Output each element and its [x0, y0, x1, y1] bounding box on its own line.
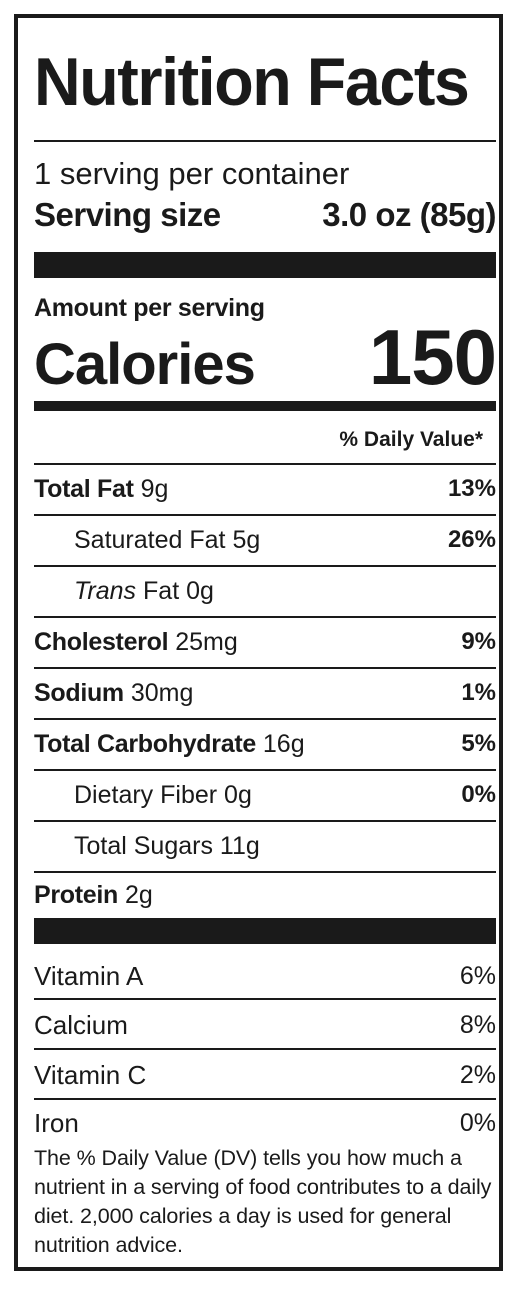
nutrient-row-sodium: Sodium 30mg 1%	[34, 669, 496, 717]
nutrient-dv: 26%	[447, 526, 496, 553]
nutrient-row-total-fat: Total Fat 9g 13%	[34, 465, 496, 513]
nutrient-name: Dietary Fiber	[74, 780, 218, 809]
nutrient-row-cholesterol: Cholesterol 25mg 9%	[34, 618, 496, 666]
nutrient-row-trans-fat: Trans Fat 0g	[34, 567, 496, 615]
nutrient-name: Sodium	[34, 678, 124, 707]
amount-per-serving: Amount per serving	[34, 294, 265, 322]
nutrient-name: Protein	[34, 880, 119, 909]
vitamin-row-vitamin-c: Vitamin C 2%	[34, 1051, 496, 1099]
nutrient-name: Total Sugars	[74, 831, 213, 860]
divider	[34, 463, 496, 465]
vitamin-dv: 0%	[459, 1108, 496, 1137]
nutrient-amount: 16g	[262, 729, 305, 758]
divider	[34, 820, 496, 822]
nutrient-amount: 5g	[232, 525, 261, 554]
medium-divider	[34, 401, 496, 411]
nutrient-amount: 11g	[219, 831, 260, 860]
nutrient-row-total-sugars: Total Sugars 11g	[34, 822, 496, 870]
nutrient-name-italic: Trans	[74, 576, 137, 605]
thick-divider	[34, 252, 496, 278]
nutrient-dv: 13%	[447, 475, 496, 502]
divider	[34, 1048, 496, 1050]
vitamin-dv: 2%	[459, 1060, 496, 1089]
vitamin-name: Vitamin A	[34, 961, 144, 991]
nutrient-dv: 9%	[461, 628, 496, 655]
vitamin-row-iron: Iron 0%	[34, 1099, 496, 1147]
nutrition-facts-label: Nutrition Facts 1 serving per container …	[14, 14, 503, 1271]
calories-value: 150	[368, 313, 497, 401]
serving-size-label: Serving size	[34, 196, 221, 233]
daily-value-header: % Daily Value*	[339, 428, 483, 451]
vitamin-dv: 8%	[459, 1010, 496, 1039]
nutrient-dv: 0%	[461, 781, 496, 808]
divider	[34, 565, 496, 567]
nutrient-amount: 2g	[124, 880, 153, 909]
calories-row: Calories 150	[34, 313, 497, 401]
nutrient-row-saturated-fat: Saturated Fat 5g 26%	[34, 516, 496, 564]
nutrient-dv: 5%	[461, 730, 496, 757]
nutrient-amount: 25mg	[175, 627, 238, 656]
divider	[34, 140, 496, 142]
nutrient-name: Saturated Fat	[74, 525, 226, 554]
nutrient-row-protein: Protein 2g	[34, 871, 496, 919]
nutrient-name: Total Carbohydrate	[34, 729, 256, 758]
daily-value-footnote: The % Daily Value (DV) tells you how muc…	[34, 1146, 492, 1257]
vitamin-name: Calcium	[34, 1010, 128, 1040]
nutrient-dv: 1%	[461, 679, 496, 706]
serving-size-value: 3.0 oz (85g)	[322, 196, 496, 233]
nutrient-name: Fat	[143, 576, 180, 605]
divider	[34, 871, 496, 873]
nutrient-row-total-carbohydrate: Total Carbohydrate 16g 5%	[34, 720, 496, 768]
calories-label: Calories	[34, 332, 256, 397]
nutrient-row-dietary-fiber: Dietary Fiber 0g 0%	[34, 771, 496, 819]
thick-divider	[34, 918, 496, 944]
vitamin-name: Iron	[34, 1108, 79, 1138]
label-content: Nutrition Facts 1 serving per container …	[34, 18, 497, 1267]
label-title: Nutrition Facts	[34, 44, 470, 120]
vitamin-row-vitamin-a: Vitamin A 6%	[34, 952, 496, 1000]
nutrient-name: Cholesterol	[34, 627, 169, 656]
nutrient-name: Total Fat	[34, 474, 134, 503]
nutrient-amount: 0g	[186, 576, 214, 605]
nutrient-amount: 9g	[140, 474, 169, 503]
divider	[34, 718, 496, 720]
nutrient-amount: 30mg	[130, 678, 194, 707]
vitamin-row-calcium: Calcium 8%	[34, 1001, 496, 1049]
serving-size-row: Serving size 3.0 oz (85g)	[34, 198, 496, 231]
divider	[34, 1098, 496, 1100]
vitamin-name: Vitamin C	[34, 1060, 147, 1090]
vitamin-dv: 6%	[459, 961, 496, 990]
divider	[34, 667, 496, 669]
nutrient-amount: 0g	[224, 780, 252, 809]
divider	[34, 769, 496, 771]
divider	[34, 616, 496, 618]
divider	[34, 514, 496, 516]
servings-per-container: 1 serving per container	[34, 156, 350, 191]
divider	[34, 998, 496, 1000]
